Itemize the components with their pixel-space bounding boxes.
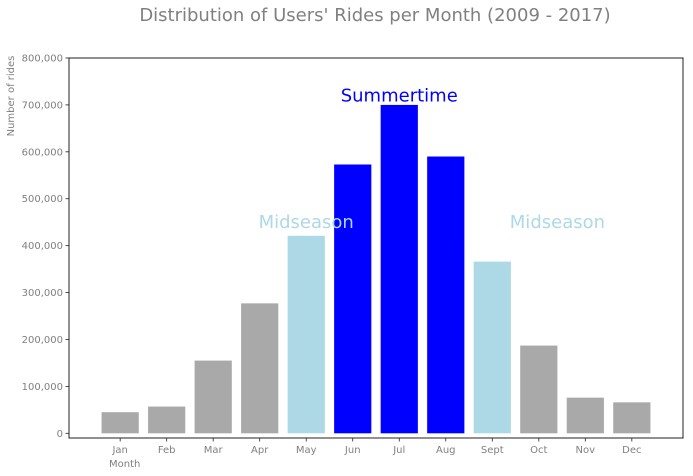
x-tick-label: Nov	[576, 445, 596, 456]
annotation-midseason: Midseason	[510, 212, 605, 233]
bar-apr	[241, 303, 279, 434]
y-tick-label: 500,000	[22, 194, 63, 205]
x-tick-label: Aug	[436, 445, 456, 456]
annotations: Summertime Midseason Midseason	[259, 86, 605, 234]
x-tick-label: Jan	[111, 445, 127, 456]
y-tick-label: 400,000	[22, 241, 63, 252]
x-tick-label: Mar	[204, 445, 224, 456]
x-axis-ticks: Jan Feb Mar Apr May Jun Jul Aug Sept Oct Nov Dec	[111, 438, 642, 456]
bar-sept	[473, 261, 511, 434]
bar-jan	[101, 412, 139, 434]
y-tick-label: 0	[57, 429, 63, 440]
bar-feb	[148, 406, 186, 434]
x-tick-label: Feb	[158, 445, 176, 456]
bar-jul	[380, 104, 418, 434]
y-tick-label: 800,000	[22, 54, 63, 65]
bar-jun	[334, 164, 372, 434]
x-tick-label: Oct	[530, 445, 547, 456]
y-tick-label: 300,000	[22, 288, 63, 299]
y-tick-label: 700,000	[22, 100, 63, 111]
y-tick-label: 100,000	[22, 382, 63, 393]
y-tick-label: 600,000	[22, 147, 63, 158]
x-tick-label: Jun	[344, 445, 361, 456]
bar-aug	[427, 156, 465, 434]
x-axis-label: Month	[109, 459, 140, 470]
annotation-summertime: Summertime	[341, 86, 458, 107]
plot-frame	[68, 57, 684, 439]
bars	[101, 104, 651, 434]
chart-title: Distribution of Users' Rides per Month (…	[139, 5, 610, 26]
x-tick-label: Apr	[251, 445, 269, 456]
bar-oct	[520, 345, 558, 434]
bar-nov	[566, 397, 604, 434]
bar-dec	[613, 402, 651, 434]
y-tick-label: 200,000	[22, 335, 63, 346]
y-axis-ticks: 0 100,000 200,000 300,000 400,000 500,000 600,…	[22, 54, 69, 440]
x-tick-label: Sept	[481, 445, 504, 456]
bar-may	[287, 235, 325, 434]
x-tick-label: Dec	[622, 445, 641, 456]
x-tick-label: May	[296, 445, 317, 456]
y-axis-label: Number of rides	[6, 56, 17, 137]
bar-mar	[194, 360, 232, 434]
x-tick-label: Jul	[392, 445, 405, 456]
annotation-midseason: Midseason	[259, 212, 354, 233]
